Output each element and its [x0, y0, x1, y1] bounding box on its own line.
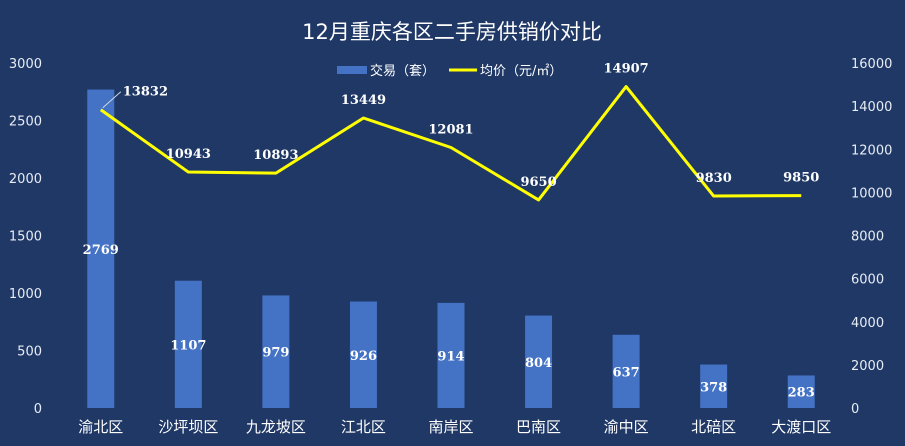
category-label: 大渡口区: [771, 418, 831, 436]
category-label: 渝北区: [78, 418, 123, 436]
line-series: [99, 85, 802, 202]
bar-data-label: 1107: [170, 338, 206, 353]
bar: [700, 364, 728, 408]
bar: [87, 89, 115, 408]
left-axis-tick-label: 1500: [9, 230, 42, 245]
legend-bar-label: 交易（套）: [370, 63, 435, 79]
left-axis-ticks: 0 500 1000 1500 2000 2500 3000: [9, 57, 42, 417]
bar: [174, 280, 202, 408]
left-axis-tick-label: 2000: [9, 172, 42, 187]
line-data-label: 12081: [428, 123, 473, 138]
right-axis-tick-label: 2000: [851, 359, 884, 374]
leader-line: [102, 91, 122, 109]
category-label: 巴南区: [516, 418, 561, 436]
legend-line-label: 均价（元/㎡）: [480, 64, 562, 79]
right-axis-ticks: 0 2000 4000 6000 8000 10000 12000 14000 16000: [851, 57, 892, 417]
bar-data-label: 378: [700, 380, 727, 395]
right-axis-tick-label: 14000: [851, 100, 892, 115]
category-labels: 渝北区 沙坪坝区 九龙坡区 江北区 南岸区 巴南区 渝中区 北碚区 大渡口区: [78, 418, 831, 436]
right-axis-tick-label: 16000: [851, 57, 892, 72]
left-axis-tick-label: 2500: [9, 115, 42, 130]
line-data-labels: 13832 10943 10893 13449 12081 9650 14907 9830 98…: [102, 62, 819, 190]
line-data-label: 9830: [696, 171, 732, 186]
line-data-label: 10893: [253, 148, 298, 163]
bar-data-labels: 2769 1107 979 926 914 804 637 378 283: [83, 243, 815, 401]
bar: [787, 375, 815, 408]
bar-data-label: 804: [525, 356, 552, 371]
bar-data-label: 914: [437, 349, 464, 364]
bar-data-label: 637: [613, 365, 640, 380]
left-axis-tick-label: 1000: [9, 287, 42, 302]
line-data-label: 9850: [783, 171, 819, 186]
category-label: 渝中区: [604, 418, 649, 436]
right-axis-tick-label: 0: [851, 402, 859, 417]
bar: [262, 295, 290, 408]
left-axis-tick-label: 0: [34, 402, 42, 417]
bar: [349, 301, 377, 408]
right-axis-tick-label: 4000: [851, 316, 884, 331]
bar: [525, 315, 553, 408]
right-axis-tick-label: 6000: [851, 273, 884, 288]
line-data-label: 10943: [166, 147, 211, 162]
chart-title: 12月重庆各区二手房供销价对比: [302, 20, 602, 44]
bar-series: [87, 89, 815, 408]
bar-data-label: 926: [350, 349, 377, 364]
left-axis-tick-label: 3000: [9, 57, 42, 72]
bar: [612, 334, 640, 408]
line-data-label: 9650: [520, 175, 556, 190]
bar: [437, 302, 465, 408]
line-path: [99, 85, 802, 202]
right-axis-tick-label: 10000: [851, 186, 892, 201]
bar-data-label: 2769: [83, 243, 119, 258]
category-label: 江北区: [341, 418, 386, 436]
category-label: 九龙坡区: [246, 418, 306, 436]
legend: 交易（套） 均价（元/㎡）: [337, 63, 562, 79]
bar-data-label: 979: [262, 346, 289, 361]
line-data-label: 14907: [603, 62, 648, 77]
category-label: 沙坪坝区: [158, 418, 218, 436]
right-axis-tick-label: 12000: [851, 143, 892, 158]
line-data-label: 13832: [123, 85, 168, 100]
bar-data-label: 283: [788, 386, 815, 401]
category-label: 南岸区: [428, 418, 473, 436]
line-data-label: 13449: [341, 93, 386, 108]
right-axis-tick-label: 8000: [851, 230, 884, 245]
category-label: 北碚区: [691, 418, 736, 436]
left-axis-tick-label: 500: [17, 345, 42, 360]
legend-bar-swatch: [337, 66, 367, 74]
